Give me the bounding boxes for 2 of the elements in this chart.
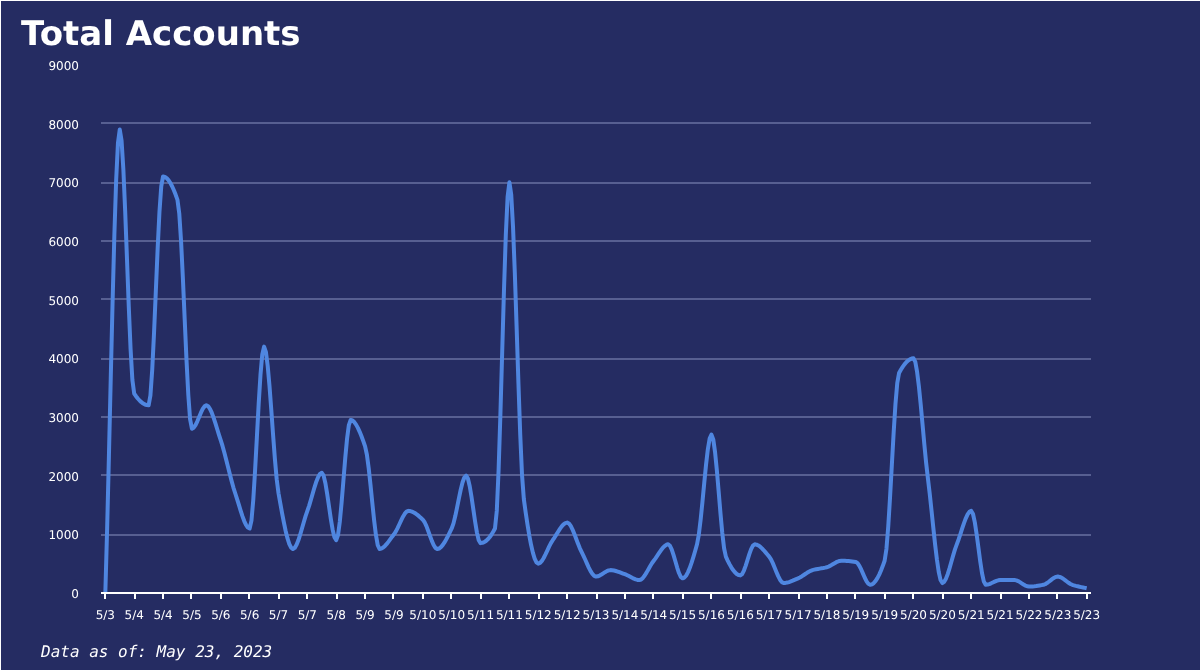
text: Data as of: May 23, 2023 [39,643,273,661]
chart-title: Total Accounts [21,15,301,55]
